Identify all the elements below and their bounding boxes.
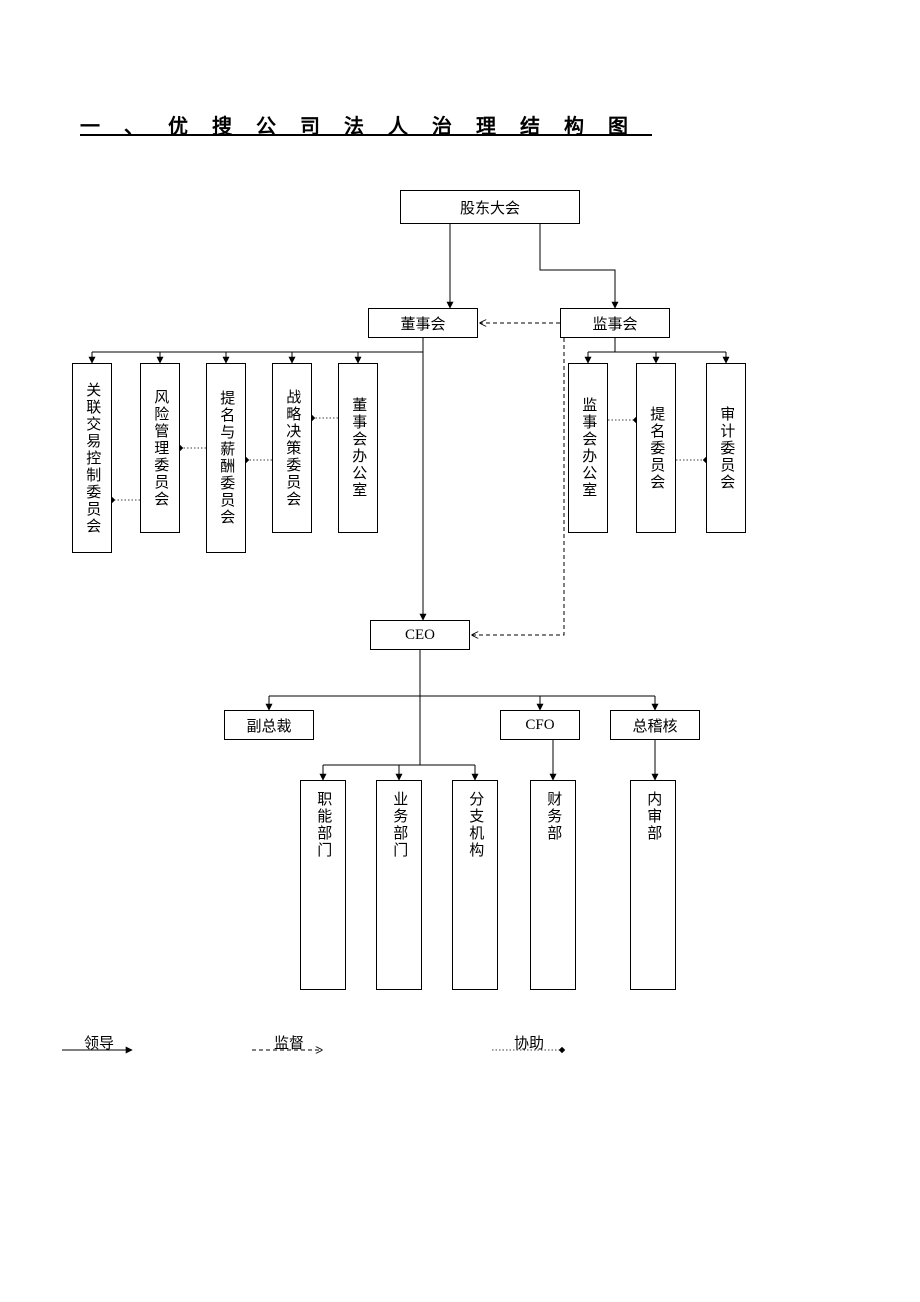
node-d4: 财务部 [530, 780, 576, 990]
node-label: 业务部门 [391, 791, 408, 859]
legend-supervise: 监督 [274, 1032, 304, 1053]
node-b1: 关联交易控制委员会 [72, 363, 112, 553]
node-board: 董事会 [368, 308, 478, 338]
node-d5: 内审部 [630, 780, 676, 990]
node-label: 内审部 [645, 791, 662, 842]
node-label: 审计委员会 [718, 406, 735, 491]
node-s1: 监事会办公室 [568, 363, 608, 533]
node-shareholders: 股东大会 [400, 190, 580, 224]
node-b4: 战略决策委员会 [272, 363, 312, 533]
node-s2: 提名委员会 [636, 363, 676, 533]
node-label: CFO [525, 717, 554, 734]
node-label: 战略决策委员会 [284, 389, 301, 508]
node-label: 总稽核 [632, 715, 677, 736]
node-supervisory: 监事会 [560, 308, 670, 338]
page-title: 一、优搜公司法人治理结构图 [80, 110, 652, 139]
node-label: 股东大会 [460, 197, 520, 218]
node-b2: 风险管理委员会 [140, 363, 180, 533]
org-chart-canvas: 一、优搜公司法人治理结构图 Board (supervise) --> [0, 0, 920, 1302]
node-b5: 董事会办公室 [338, 363, 378, 533]
node-label: 监事会 [592, 313, 637, 334]
node-label: 监事会办公室 [580, 397, 597, 499]
node-label: 关联交易控制委员会 [84, 382, 101, 535]
node-label: CEO [405, 627, 435, 644]
node-label: 董事会办公室 [350, 397, 367, 499]
node-label: 提名委员会 [648, 406, 665, 491]
node-b3: 提名与薪酬委员会 [206, 363, 246, 553]
node-cfo: CFO [500, 710, 580, 740]
node-label: 副总裁 [246, 715, 291, 736]
node-label: 财务部 [545, 791, 562, 842]
node-label: 提名与薪酬委员会 [218, 390, 235, 526]
node-s3: 审计委员会 [706, 363, 746, 533]
node-audit: 总稽核 [610, 710, 700, 740]
node-label: 职能部门 [315, 791, 332, 859]
node-label: 分支机构 [467, 791, 484, 859]
legend-assist: 协助 [514, 1032, 544, 1053]
node-label: 风险管理委员会 [152, 389, 169, 508]
node-d1: 职能部门 [300, 780, 346, 990]
legend-lead: 领导 [84, 1032, 114, 1053]
node-label: 董事会 [400, 313, 445, 334]
node-d2: 业务部门 [376, 780, 422, 990]
node-vp: 副总裁 [224, 710, 314, 740]
node-d3: 分支机构 [452, 780, 498, 990]
node-ceo: CEO [370, 620, 470, 650]
